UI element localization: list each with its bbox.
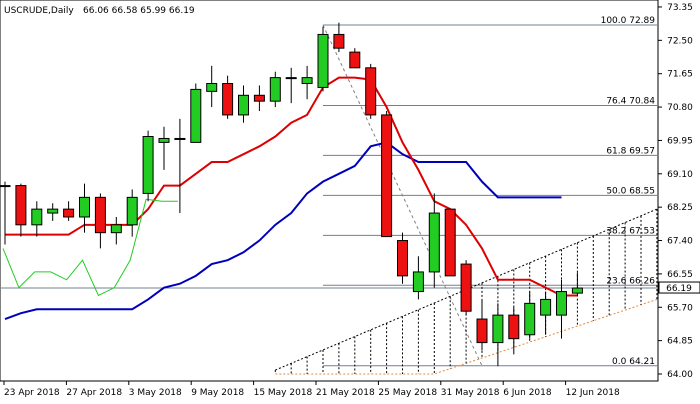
fib-level-label: 50.0 68.55 — [606, 186, 655, 196]
x-tick-label: 21 May 2018 — [316, 388, 375, 398]
candle-bull — [524, 302, 536, 336]
candle-bull — [126, 196, 138, 226]
y-tick-label: 69.10 — [667, 170, 693, 180]
candle-bear — [63, 208, 75, 218]
candle-bull — [174, 137, 186, 140]
candle-bull — [492, 314, 504, 344]
x-tick-label: 9 May 2018 — [191, 388, 244, 398]
y-tick-label: 68.25 — [667, 203, 693, 213]
candle-bull — [142, 136, 154, 194]
candle-bull — [31, 208, 43, 226]
fib-level-label: 61.8 69.57 — [606, 146, 655, 156]
x-axis: 23 Apr 2018 27 Apr 2018 3 May 2018 9 May 20… — [3, 381, 620, 398]
y-tick-label: 64.85 — [667, 337, 693, 347]
x-tick-label: 23 Apr 2018 — [4, 388, 60, 398]
candle-bull — [158, 137, 170, 143]
y-tick-label: 71.65 — [667, 70, 693, 80]
candles — [0, 22, 583, 367]
x-tick-label: 25 May 2018 — [378, 388, 437, 398]
x-tick-label: 3 May 2018 — [129, 388, 182, 398]
y-tick-label: 67.40 — [667, 237, 693, 247]
candle-bull — [556, 291, 567, 316]
candle-bear — [397, 240, 408, 277]
fib-level-label: 0.0 64.21 — [612, 357, 655, 367]
candle-bear — [253, 94, 265, 102]
slow-line — [4, 141, 562, 320]
last-price-label: 66.19 — [666, 284, 692, 294]
candle-bull — [47, 208, 59, 214]
y-tick-label: 69.95 — [667, 136, 693, 146]
candle-bear — [444, 208, 456, 277]
y-axis: 73.35 72.50 71.65 70.80 69.95 69.10 68.25 67.40… — [658, 3, 693, 380]
lagging-line — [2, 198, 178, 297]
x-tick-label: 6 Jun 2018 — [503, 388, 552, 398]
chart-header: USCRUDE,Daily — [4, 6, 74, 16]
candle-bull — [540, 298, 552, 316]
candle-bear — [349, 51, 361, 69]
candle-bear — [460, 263, 472, 312]
candle-bear — [15, 185, 27, 226]
ohlc-readout: 66.06 66.58 65.99 66.19 — [83, 6, 195, 16]
candle-bear — [476, 318, 488, 344]
candle-bull — [428, 212, 440, 273]
fib-level-label: 23.6 66.26 — [606, 276, 655, 286]
x-tick-label: 31 May 2018 — [441, 388, 500, 398]
plot-area — [0, 0, 659, 382]
y-tick-label: 66.55 — [667, 270, 693, 280]
y-tick-label: 72.50 — [667, 36, 693, 46]
x-tick-label: 27 Apr 2018 — [66, 388, 122, 398]
candle-bear — [381, 114, 393, 238]
candle-bull — [79, 196, 90, 218]
candle-bull — [206, 83, 218, 92]
candle-bull — [571, 287, 583, 294]
fib-level-label: 100.0 72.89 — [601, 16, 656, 26]
candle-bear — [94, 196, 106, 234]
candle-bull — [190, 88, 202, 143]
y-tick-label: 73.35 — [667, 3, 693, 13]
candle-bull — [110, 224, 122, 234]
y-tick-label: 64.00 — [667, 370, 693, 380]
candle-bull — [317, 33, 329, 88]
x-tick-label: 12 Jun 2018 — [566, 388, 620, 398]
fib-trend-line — [322, 24, 483, 366]
fib-level-label: 76.4 70.84 — [606, 96, 655, 106]
candle-bear — [365, 67, 377, 116]
candle-bear — [222, 83, 234, 116]
y-tick-label: 70.80 — [667, 103, 693, 113]
fib-level-label: 38.2 67.53 — [606, 226, 655, 236]
last-price-marker: 66.19 — [658, 281, 700, 294]
y-tick-label: 65.70 — [667, 303, 693, 313]
candle-bull — [285, 77, 297, 80]
candle-bull — [301, 77, 313, 85]
candle-bull — [269, 77, 281, 102]
candle-bear — [333, 33, 345, 49]
candle-bull — [412, 271, 424, 293]
candle-bear — [508, 314, 520, 340]
x-tick-label: 15 May 2018 — [254, 388, 313, 398]
candle-bull — [238, 94, 249, 116]
candle-bull — [0, 185, 11, 188]
